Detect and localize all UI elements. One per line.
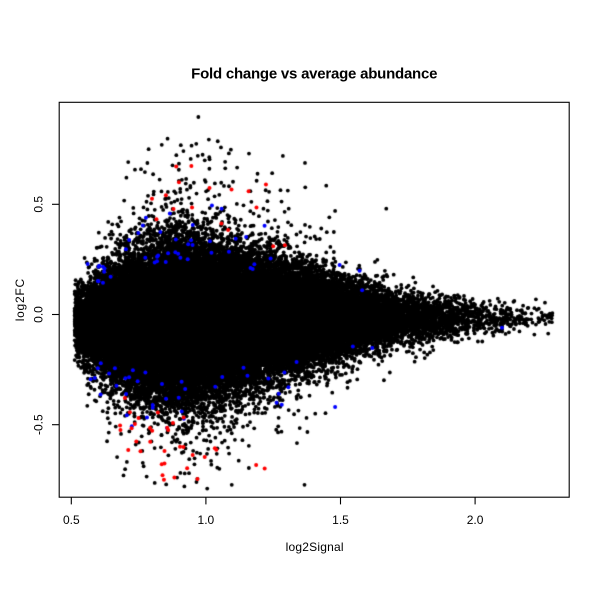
svg-text:Fold change vs average abundan: Fold change vs average abundance — [191, 65, 437, 82]
svg-text:1.5: 1.5 — [332, 513, 349, 527]
svg-text:0.0: 0.0 — [32, 306, 46, 323]
svg-text:1.0: 1.0 — [198, 513, 215, 527]
svg-text:0.5: 0.5 — [32, 196, 46, 213]
svg-text:0.5: 0.5 — [63, 513, 80, 527]
svg-text:log2FC: log2FC — [13, 278, 27, 321]
svg-text:2.0: 2.0 — [467, 513, 484, 527]
svg-text:log2Signal: log2Signal — [286, 540, 344, 554]
svg-text:-0.5: -0.5 — [32, 414, 46, 435]
